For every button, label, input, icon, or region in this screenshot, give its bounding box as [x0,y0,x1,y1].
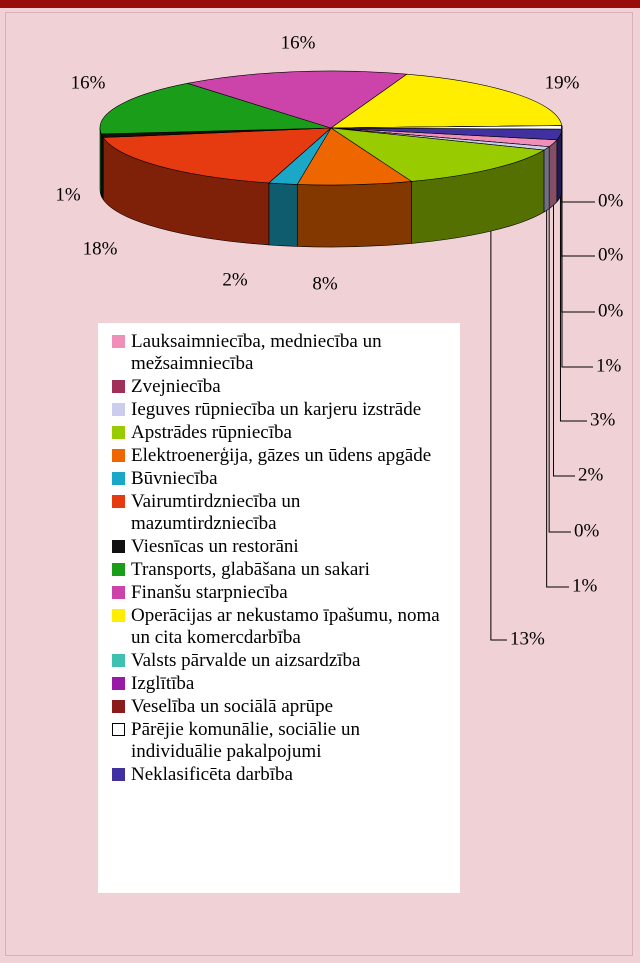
legend-swatch [112,677,125,690]
header-bar [0,0,640,8]
leader-line [561,125,595,313]
leader-line [548,208,571,533]
legend-label: Valsts pārvalde un aizsardzība [131,650,361,671]
legend-item: Pārējie komunālie, sociālie un individuā… [112,719,452,763]
legend-swatch [112,586,125,599]
legend-swatch [112,495,125,508]
legend-swatch [112,380,125,393]
data-label: 2% [578,464,604,485]
legend-swatch [112,426,125,439]
legend-item: Lauksaimniecība, medniecība un mežsaimni… [112,331,452,375]
legend-label: Neklasificēta darbība [131,764,293,785]
legend-swatch [112,403,125,416]
legend-label: Viesnīcas un restorāni [131,536,299,557]
legend-swatch [112,654,125,667]
leader-line [546,210,569,588]
legend-item: Apstrādes rūpniecība [112,422,452,444]
legend-swatch [112,449,125,462]
legend-label: Finanšu starpniecība [131,582,288,603]
data-label: 1% [596,355,622,376]
data-label: 13% [510,628,545,649]
legend-label: Veselība un sociālā aprūpe [131,696,334,717]
legend-item: Izglītība [112,673,452,695]
slice-side [99,127,102,197]
slice-side [268,182,298,247]
data-label: 0% [598,300,624,321]
legend-label: Transports, glabāšana un sakari [131,559,370,580]
legend-label: Zvejniecība [131,376,221,397]
data-label: 18% [83,238,118,259]
data-label: 2% [222,269,248,290]
slice [99,83,332,135]
legend-label: Pārējie komunālie, sociālie un individuā… [131,719,360,762]
legend-label: Ieguves rūpniecība un karjeru izstrāde [131,399,422,420]
data-label: 0% [598,244,624,265]
data-label: 16% [281,32,316,53]
legend-item: Zvejniecība [112,376,452,398]
legend-item: Viesnīcas un restorāni [112,536,452,558]
data-label: 1% [572,575,598,596]
legend-label: Elektroenerģija, gāzes un ūdens apgāde [131,445,432,466]
data-label: 16% [71,72,106,93]
legend-label: Apstrādes rūpniecība [131,422,292,443]
legend-item: Vairumtirdzniecība un mazumtirdzniecība [112,491,452,535]
data-label: 0% [598,190,624,211]
slice [330,127,545,182]
legend-item: Valsts pārvalde un aizsardzība [112,650,452,672]
legend-item: Elektroenerģija, gāzes un ūdens apgāde [112,445,452,467]
slice-side [548,139,558,210]
legend-swatch [112,335,125,348]
data-label: 1% [55,184,81,205]
leader-line [552,205,575,477]
legend-swatch [112,700,125,713]
legend-label: Būvniecība [131,468,218,489]
data-label: 0% [574,520,600,541]
legend-item: Transports, glabāšana un sakari [112,559,452,581]
legend-swatch [112,563,125,576]
legend-swatch [112,609,125,622]
slice-side [543,146,550,213]
legend-swatch [112,723,125,736]
legend-label: Vairumtirdzniecība un mazumtirdzniecība [131,491,301,534]
legend-label: Operācijas ar nekustamo īpašumu, noma un… [131,605,440,648]
leader-line [561,127,593,368]
legend-item: Būvniecība [112,468,452,490]
legend-swatch [112,768,125,781]
data-label: 3% [590,409,616,430]
legend-item: Veselība un sociālā aprūpe [112,696,452,718]
slice-side [556,129,563,203]
slice [102,127,332,184]
legend: Lauksaimniecība, medniecība un mežsaimni… [98,323,460,893]
slice-side [296,181,412,248]
legend-item: Finanšu starpniecība [112,582,452,604]
legend-swatch [112,540,125,553]
legend-item: Operācijas ar nekustamo īpašumu, noma un… [112,605,452,649]
legend-swatch [112,472,125,485]
data-label: 8% [312,273,338,294]
leader-line [561,125,595,257]
slice [187,70,408,129]
legend-item: Neklasificēta darbība [112,764,452,786]
chart-frame [5,12,633,956]
slice [330,73,563,129]
legend-label: Izglītība [131,673,195,694]
leader-line [490,231,507,641]
data-label: 19% [545,72,580,93]
legend-label: Lauksaimniecība, medniecība un mežsaimni… [131,331,382,374]
legend-item: Ieguves rūpniecība un karjeru izstrāde [112,399,452,421]
slice [296,127,413,186]
leader-line [559,196,587,422]
leader-line [561,125,595,203]
